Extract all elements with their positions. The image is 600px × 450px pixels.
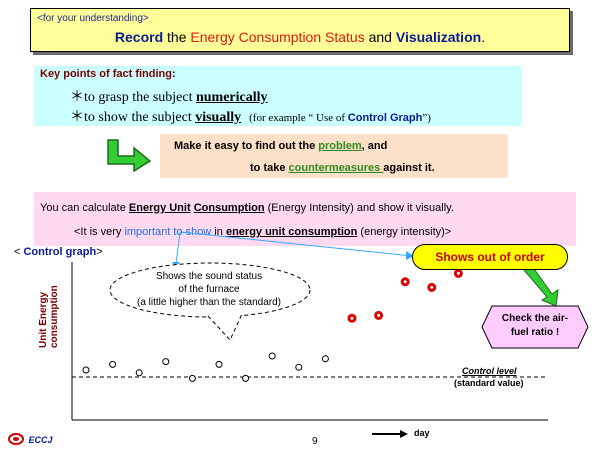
eccj-logo: ECCJ (8, 430, 52, 448)
x-axis-label: day (414, 428, 430, 438)
standard-value-label: (standard value) (454, 378, 524, 388)
key-point-emphasis: visually (195, 110, 242, 125)
problem-text: , and (361, 140, 388, 152)
check-line: Check the air- (501, 313, 569, 324)
note-suffix: ”) (422, 112, 431, 124)
logo-icon (8, 432, 24, 445)
pink-text: in (211, 226, 226, 238)
abnormal-data-point (453, 268, 463, 278)
data-points (82, 268, 463, 382)
problem-text: Make it easy to find out the (174, 140, 319, 152)
problem-line-2: to take countermeasures against it. (250, 162, 435, 174)
title-main: Record the Energy Consumption Status and… (31, 29, 569, 45)
title-part: and (364, 29, 396, 45)
key-point-visually: ＊to show the subject visually (for exampl… (70, 106, 431, 126)
key-point-numerically: ＊to grasp the subject numerically (70, 86, 268, 106)
title-energy-status: Energy Consumption Status (190, 29, 365, 45)
note-prefix: (for example “ Use of (249, 112, 348, 124)
green-arrow-icon (107, 139, 152, 172)
pink-text: You can calculate (40, 202, 129, 214)
normal-data-point (135, 369, 143, 377)
down-arrow-icon (523, 265, 559, 307)
key-point-text: ＊to show the subject (70, 110, 196, 125)
y-axis-label: Unit Energy consumption (38, 285, 60, 348)
key-point-note: (for example “ Use of Control Graph”) (249, 112, 431, 124)
problem-line-1: Make it easy to find out the problem, an… (174, 140, 387, 152)
abnormal-data-point (400, 277, 410, 287)
speech-bubble-text: Shows the sound status of the furnace (a… (132, 270, 286, 309)
bracket-close: > (96, 246, 103, 258)
note-control-graph: Control Graph (347, 112, 423, 124)
key-points-box: Key points of fact finding: ＊to grasp th… (34, 66, 522, 126)
key-points-heading-text: Key points of fact finding (40, 68, 172, 80)
connector-arrowhead (406, 251, 414, 260)
connector-line (179, 231, 413, 257)
problem-text: to take (250, 162, 289, 174)
normal-data-point (268, 352, 276, 360)
title-part: the (163, 29, 191, 45)
consumption-emphasis: Consumption (193, 202, 265, 214)
control-graph-title: Control graph (23, 246, 97, 258)
energy-unit-line-1: You can calculate Energy Unit Consumptio… (40, 202, 454, 214)
connector-line (175, 231, 181, 265)
energy-unit-box: You can calculate Energy Unit Consumptio… (34, 192, 576, 246)
check-line: fuel ratio ! (510, 327, 560, 338)
bubble-line: (a little higher than the standard) (137, 297, 281, 308)
normal-data-point (242, 374, 250, 382)
pink-text: <It is very (74, 226, 125, 238)
control-level-label: Control level (462, 366, 517, 376)
normal-data-point (82, 366, 90, 374)
normal-data-point (162, 358, 170, 366)
out-of-order-callout: Shows out of order (412, 244, 568, 270)
day-arrowhead (400, 430, 408, 438)
problem-emphasis: problem (318, 140, 362, 152)
key-point-emphasis: numerically (195, 90, 268, 105)
pink-text: (Energy Intensity) and show it visually. (264, 202, 454, 214)
bracket-open: < (14, 246, 24, 258)
abnormal-data-point (347, 313, 357, 323)
countermeasures-emphasis: countermeasures (288, 162, 384, 174)
energy-unit-emphasis: Energy Unit (128, 202, 191, 214)
important-text: important to show (124, 226, 212, 238)
bubble-line: Shows the sound status (155, 271, 263, 282)
check-air-fuel-callout: Check the air- fuel ratio ! (482, 306, 588, 348)
pink-text: (energy intensity)> (357, 226, 452, 238)
page-number: 9 (312, 436, 318, 447)
logo-text: ECCJ (28, 435, 53, 445)
problem-text: against it. (383, 162, 435, 174)
abnormal-data-point (374, 310, 384, 320)
speech-bubble-tail (207, 313, 243, 341)
abnormal-data-point (427, 282, 437, 292)
title-subtitle: <for your understanding> (37, 13, 149, 24)
energy-unit-consumption-emphasis: energy unit consumption (225, 226, 358, 238)
normal-data-point (295, 363, 303, 371)
check-text: Check the air- fuel ratio ! (482, 312, 588, 340)
bubble-line: of the furnace (178, 284, 240, 295)
title-period: . (481, 29, 486, 45)
normal-data-point (321, 355, 329, 363)
title-visualization: Visualization (395, 29, 482, 45)
key-point-text: ＊to grasp the subject (70, 90, 196, 105)
check-box-shape (481, 305, 589, 349)
normal-data-point (188, 374, 196, 382)
key-points-colon: : (172, 68, 176, 80)
title-box: <for your understanding> Record the Ener… (30, 8, 570, 52)
control-graph-label: < Control graph> (14, 246, 103, 258)
normal-data-point (215, 360, 223, 368)
energy-unit-line-2: <It is very important to show in energy … (74, 226, 451, 238)
key-points-heading: Key points of fact finding: (40, 68, 176, 80)
problem-box: Make it easy to find out the problem, an… (160, 134, 508, 178)
normal-data-point (109, 360, 117, 368)
title-record: Record (114, 29, 164, 45)
